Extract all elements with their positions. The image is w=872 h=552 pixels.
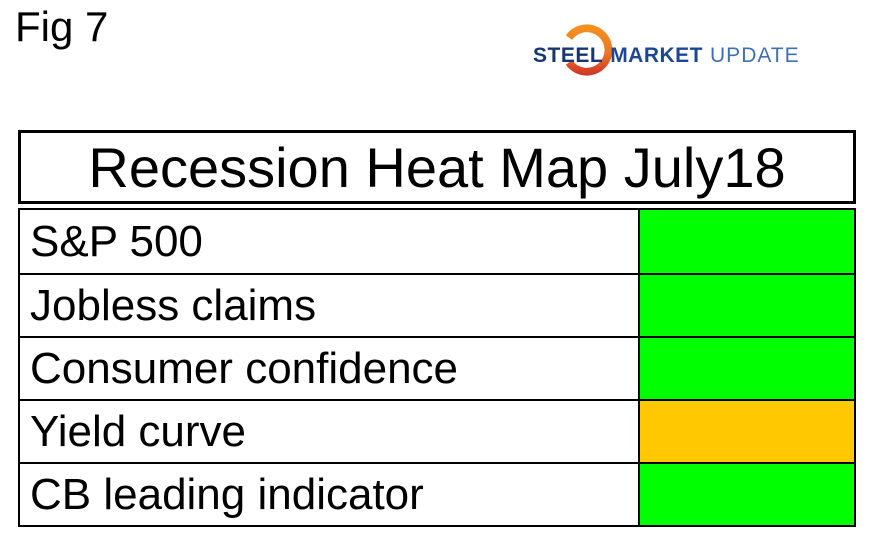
table-row: S&P 500 [20, 210, 854, 273]
logo-word-update: UPDATE [710, 44, 800, 67]
row-label: S&P 500 [20, 210, 638, 273]
status-cell [638, 275, 854, 336]
status-cell [638, 338, 854, 399]
steel-market-update-logo: STEEL MARKET UPDATE [533, 12, 799, 90]
logo-wordmark: STEEL MARKET UPDATE [533, 44, 800, 68]
recession-heat-map: Recession Heat Map July18 S&P 500 Jobless… [18, 130, 856, 527]
table-row: Consumer confidence [20, 336, 854, 399]
table-row: Yield curve [20, 399, 854, 462]
logo-word-steel: STEEL [533, 44, 604, 67]
crescent-moon-icon [565, 24, 613, 76]
row-label: Yield curve [20, 401, 638, 462]
figure-label: Fig 7 [15, 3, 109, 50]
heatmap-rows: S&P 500 Jobless claims Consumer confidence… [18, 208, 856, 527]
table-row: CB leading indicator [20, 462, 854, 525]
row-label: Jobless claims [20, 275, 638, 336]
status-cell [638, 210, 854, 273]
heatmap-title: Recession Heat Map July18 [18, 130, 856, 204]
table-row: Jobless claims [20, 273, 854, 336]
status-cell [638, 401, 854, 462]
status-cell [638, 464, 854, 525]
logo-word-market: MARKET [610, 44, 704, 67]
row-label: CB leading indicator [20, 464, 638, 525]
row-label: Consumer confidence [20, 338, 638, 399]
